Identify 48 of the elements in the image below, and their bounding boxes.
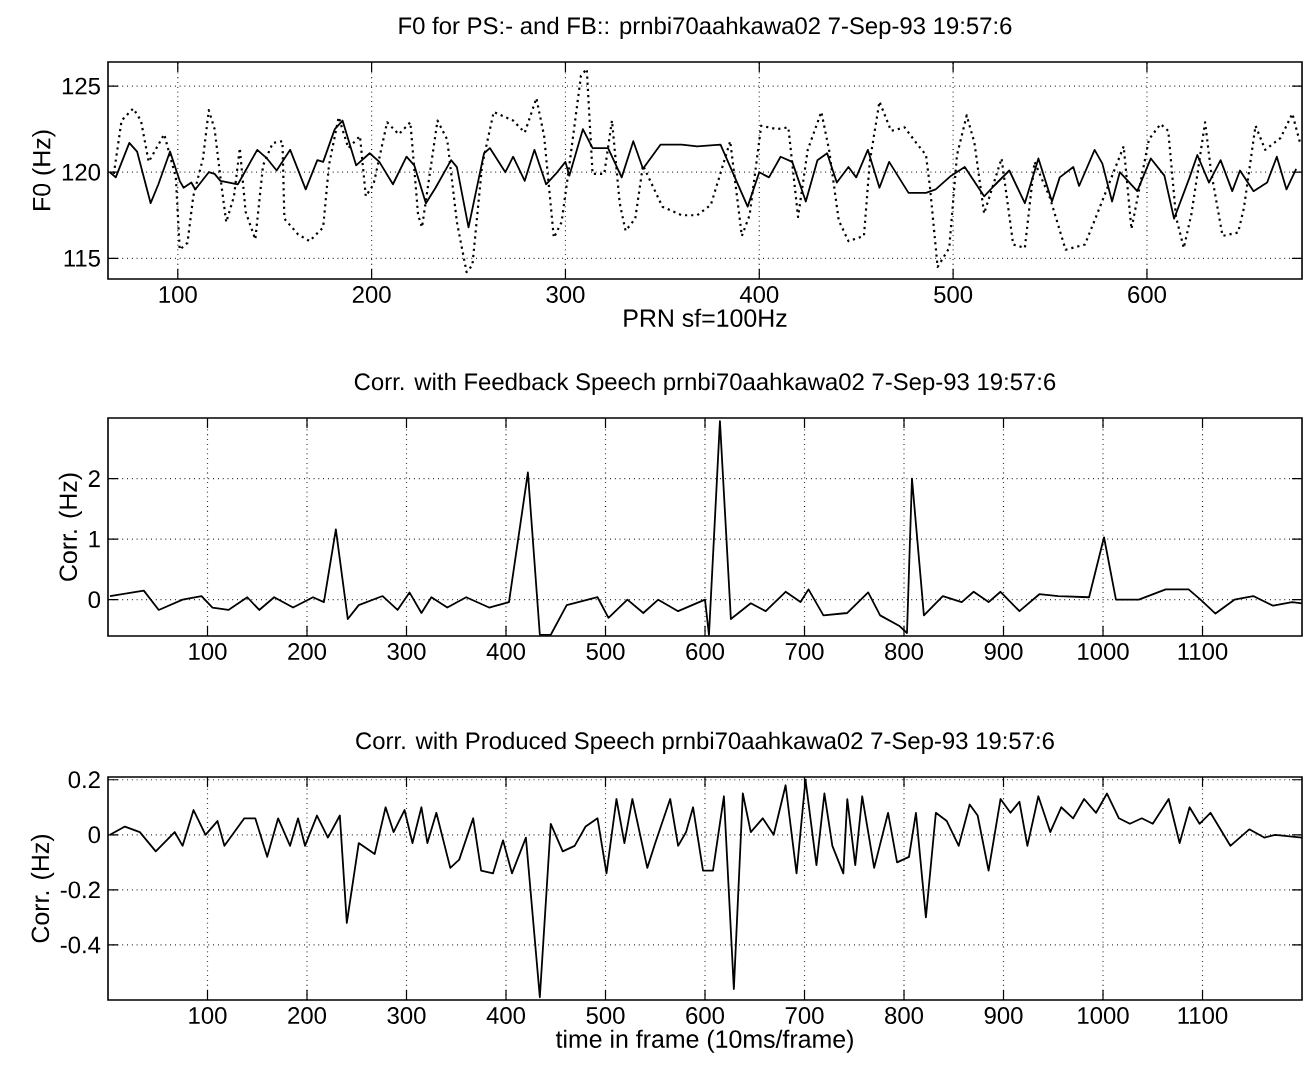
- x-tick-label: 800: [885, 643, 924, 660]
- y-axis-title: Corr. (Hz): [30, 834, 55, 943]
- x-tick-label: 500: [586, 643, 625, 660]
- chart-title: Corr. with Feedback Speech prnbi70aahkawa02 7-Sep-93 19:57:6: [354, 372, 1056, 396]
- x-tick-label: 900: [984, 1007, 1023, 1024]
- x-tick-label: 300: [387, 1007, 426, 1024]
- y-tick-label: 1: [89, 530, 100, 548]
- x-tick-label: 500: [934, 286, 973, 303]
- x-axis-title: PRN sf=100Hz: [624, 308, 787, 327]
- x-tick-label: 400: [486, 1007, 526, 1024]
- x-tick-label: 200: [352, 286, 391, 303]
- line-series: [109, 778, 1303, 999]
- x-tick-label: 900: [984, 643, 1023, 660]
- y-axis-title: F0 (Hz): [32, 130, 56, 210]
- x-tick-label: 500: [586, 1007, 625, 1024]
- y-tick-label: 0: [88, 591, 101, 609]
- x-axis-title: time in frame (10ms/frame): [555, 1029, 853, 1053]
- x-tick-label: 1000: [1078, 1007, 1129, 1024]
- x-tick-label: 300: [387, 643, 426, 660]
- y-tick-label: 0.2: [68, 771, 100, 789]
- chart-title: F0 for PS:- and FB:: prnbi70aahkawa02 7-Sep-93 19:57:6: [399, 16, 1012, 39]
- y-axis-title: Corr. (Hz): [58, 473, 82, 581]
- x-tick-label: 600: [686, 643, 725, 660]
- x-tick-label: 100: [159, 286, 197, 303]
- x-tick-label: 1100: [1178, 1007, 1228, 1024]
- x-tick-label: 200: [288, 643, 327, 660]
- y-tick-label: 115: [64, 249, 100, 267]
- x-tick-label: 600: [686, 1007, 725, 1024]
- x-tick-label: 800: [885, 1007, 924, 1024]
- x-tick-label: 100: [189, 643, 227, 660]
- x-tick-label: 400: [486, 643, 526, 660]
- y-tick-label: 125: [62, 77, 100, 95]
- x-tick-label: 700: [785, 643, 824, 660]
- x-tick-label: 200: [288, 1007, 327, 1024]
- y-tick-label: -0.4: [60, 936, 101, 954]
- line-series: [109, 420, 1303, 636]
- y-tick-label: 0: [88, 826, 101, 844]
- y-tick-label: 120: [62, 163, 101, 181]
- y-tick-label: -0.2: [60, 881, 100, 899]
- x-tick-label: 100: [189, 1007, 227, 1024]
- x-tick-label: 1100: [1178, 643, 1228, 660]
- x-tick-label: 600: [1128, 286, 1166, 303]
- x-tick-label: 300: [546, 286, 585, 303]
- chart-title: Corr. with Produced Speech prnbi70aahkawa02 7-Sep-93 19:57:6: [356, 731, 1054, 755]
- x-tick-label: 400: [739, 286, 779, 303]
- x-tick-label: 1000: [1078, 643, 1129, 660]
- y-tick-label: 2: [88, 470, 100, 487]
- x-tick-label: 700: [785, 1007, 824, 1024]
